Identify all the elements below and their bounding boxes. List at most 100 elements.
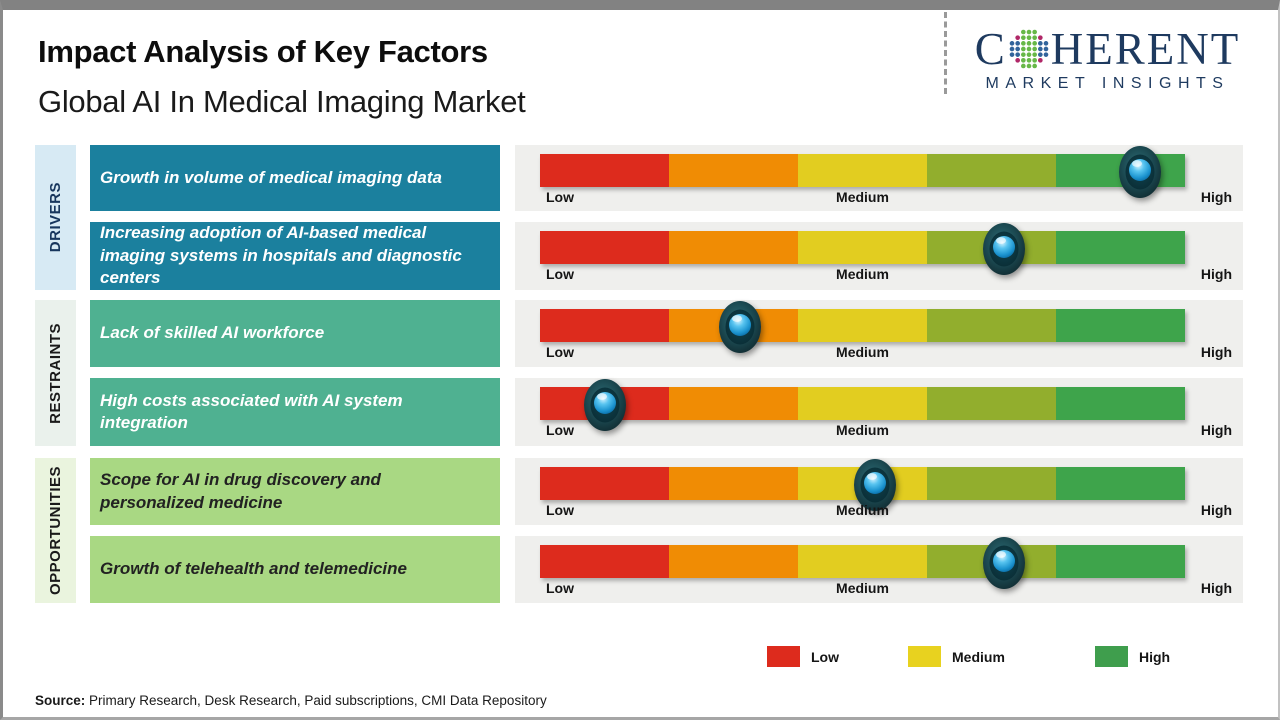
scale-label-high: High (1200, 502, 1232, 518)
scale-segment-high (1056, 387, 1185, 420)
scale-labels: Low Medium High (515, 502, 1243, 522)
source-line: Source: Primary Research, Desk Research,… (35, 693, 547, 708)
scale-segment-low (540, 467, 669, 500)
scale-segment-medium (798, 231, 927, 264)
scale-labels: Low Medium High (515, 422, 1243, 442)
scale-segment-high (1056, 545, 1185, 578)
scale-segment-low (540, 309, 669, 342)
scale-segment-medium-high (927, 387, 1056, 420)
scale-segment-low (540, 154, 669, 187)
scale-segment-low-medium (669, 545, 798, 578)
legend-swatch (908, 646, 941, 667)
scale-label-low: Low (546, 189, 574, 205)
logo-word-end: HERENT (1050, 24, 1241, 74)
scale-segment-medium-high (927, 309, 1056, 342)
scale-segment-high (1056, 309, 1185, 342)
logo-word-start: C (974, 24, 1007, 74)
scale-label-medium: Medium (836, 266, 889, 282)
source-text: Primary Research, Desk Research, Paid su… (89, 693, 547, 708)
scale-labels: Low Medium High (515, 189, 1243, 209)
impact-bar-panel: Low Medium High (515, 378, 1243, 446)
scale-label-high: High (1200, 266, 1232, 282)
impact-scale-bar (540, 309, 1185, 342)
scale-label-medium: Medium (836, 189, 889, 205)
factor-box-driver-2: Increasing adoption of AI-based medical … (90, 222, 500, 290)
impact-scale-bar (540, 231, 1185, 264)
scale-label-medium: Medium (836, 422, 889, 438)
factor-box-opportunity-2: Growth of telehealth and telemedicine (90, 536, 500, 603)
section-tab-opportunities: OPPORTUNITIES (35, 458, 76, 603)
page-title: Impact Analysis of Key Factors (38, 34, 488, 69)
scale-segment-medium (798, 387, 927, 420)
source-label: Source: (35, 693, 86, 708)
scale-segment-low-medium (669, 231, 798, 264)
scale-labels: Low Medium High (515, 266, 1243, 286)
scale-label-low: Low (546, 344, 574, 360)
scale-segment-medium (798, 545, 927, 578)
scale-label-high: High (1200, 580, 1232, 596)
legend-item-low: Low (767, 646, 839, 667)
scale-label-low: Low (546, 422, 574, 438)
scale-label-high: High (1200, 422, 1232, 438)
legend-label: Medium (952, 648, 1005, 665)
scale-segment-low (540, 231, 669, 264)
factor-text: Growth in volume of medical imaging data (100, 167, 442, 187)
section-tab-label: DRIVERS (47, 182, 64, 253)
scale-segment-low-medium (669, 387, 798, 420)
page-subtitle: Global AI In Medical Imaging Market (38, 84, 526, 119)
legend-swatch (767, 646, 800, 667)
impact-marker (1118, 146, 1161, 198)
legend-label: Low (811, 648, 839, 665)
impact-marker (718, 301, 761, 353)
scale-label-high: High (1200, 189, 1232, 205)
scale-segment-medium-high (927, 154, 1056, 187)
factor-text: Scope for AI in drug discovery and perso… (100, 470, 381, 512)
impact-scale-bar (540, 545, 1185, 578)
impact-marker (583, 379, 626, 431)
coherent-market-insights-logo: C HERENT MARKET INSIGHTS (955, 26, 1260, 93)
factor-box-opportunity-1: Scope for AI in drug discovery and perso… (90, 458, 500, 525)
impact-bar-panel: Low Medium High (515, 300, 1243, 367)
scale-label-low: Low (546, 266, 574, 282)
dotted-globe-icon (1009, 29, 1049, 69)
factor-box-restraint-2: High costs associated with AI system int… (90, 378, 500, 446)
factor-text: High costs associated with AI system int… (100, 390, 403, 432)
impact-scale-bar (540, 154, 1185, 187)
factor-text: Lack of skilled AI workforce (100, 323, 325, 343)
section-tab-restraints: RESTRAINTS (35, 300, 76, 446)
legend-swatch (1095, 646, 1128, 667)
impact-marker (983, 223, 1026, 275)
factor-box-restraint-1: Lack of skilled AI workforce (90, 300, 500, 367)
scale-labels: Low Medium High (515, 344, 1243, 364)
scale-label-medium: Medium (836, 580, 889, 596)
logo-tagline: MARKET INSIGHTS (985, 75, 1230, 92)
scale-segment-medium (798, 309, 927, 342)
legend-item-high: High (1095, 646, 1170, 667)
impact-bar-panel: Low Medium High (515, 536, 1243, 603)
header-dashed-divider (944, 12, 947, 94)
scale-segment-low-medium (669, 154, 798, 187)
scale-segment-high (1056, 231, 1185, 264)
legend-item-medium: Medium (908, 646, 1005, 667)
scale-label-low: Low (546, 502, 574, 518)
impact-bar-panel: Low Medium High (515, 145, 1243, 211)
impact-scale-bar (540, 467, 1185, 500)
logo-wordmark: C HERENT (955, 26, 1260, 72)
factor-box-driver-1: Growth in volume of medical imaging data (90, 145, 500, 211)
scale-label-high: High (1200, 344, 1232, 360)
scale-segment-low-medium (669, 467, 798, 500)
impact-scale-bar (540, 387, 1185, 420)
scale-label-medium: Medium (836, 502, 889, 518)
scale-segment-low (540, 545, 669, 578)
impact-marker (854, 459, 897, 511)
scale-label-low: Low (546, 580, 574, 596)
impact-marker (983, 537, 1026, 589)
legend-label: High (1139, 648, 1171, 665)
scale-segment-medium-high (927, 467, 1056, 500)
section-tab-drivers: DRIVERS (35, 145, 76, 290)
scale-segment-high (1056, 467, 1185, 500)
impact-bar-panel: Low Medium High (515, 458, 1243, 525)
section-tab-label: RESTRAINTS (47, 322, 64, 424)
scale-segment-medium (798, 154, 927, 187)
